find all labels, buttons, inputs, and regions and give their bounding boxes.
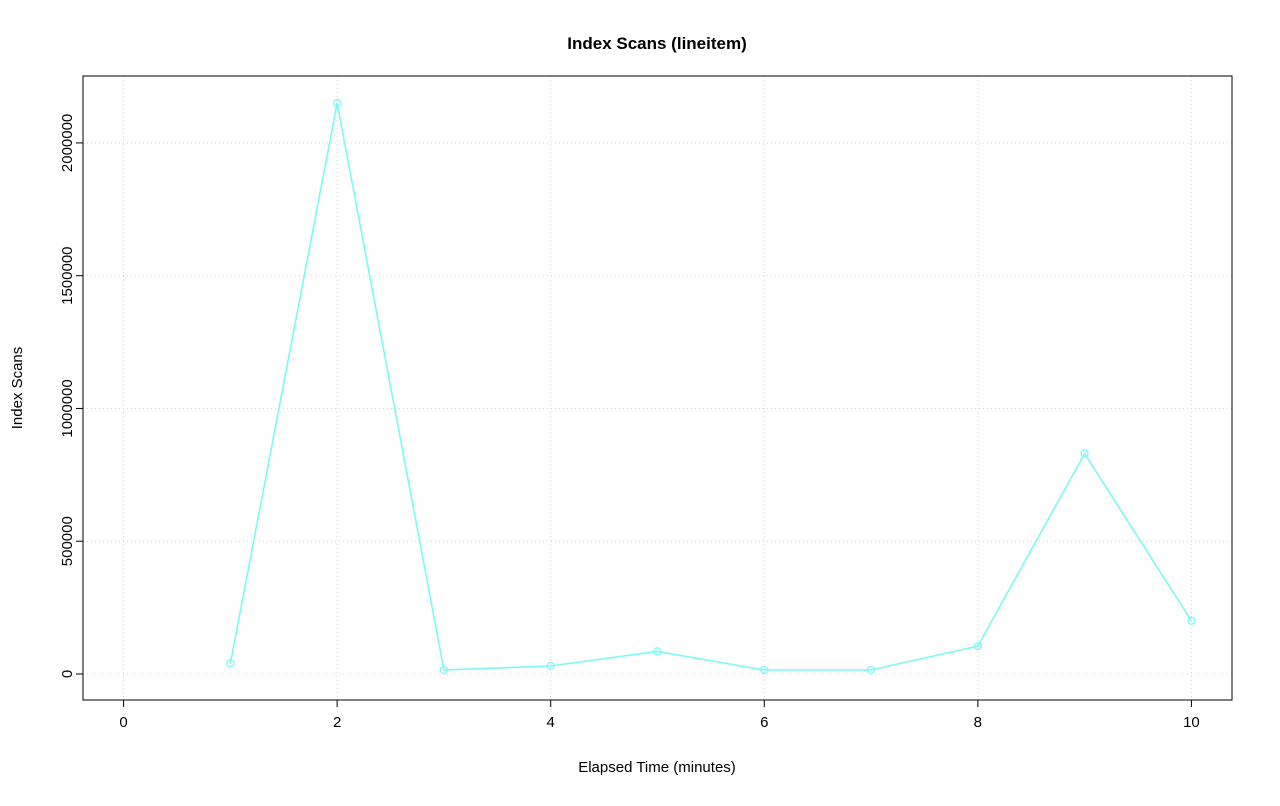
chart-title: Index Scans (lineitem) xyxy=(567,34,747,53)
data-point xyxy=(653,647,662,656)
data-line xyxy=(229,102,1193,671)
x-tick-label: 0 xyxy=(119,714,127,731)
y-tick-label: 1500000 xyxy=(59,246,76,304)
x-tick-label: 6 xyxy=(760,714,768,731)
data-point xyxy=(332,98,342,108)
data-point xyxy=(1187,616,1196,626)
x-tick-label: 10 xyxy=(1183,714,1200,731)
x-tick-label: 2 xyxy=(333,714,341,731)
data-point xyxy=(760,665,769,675)
x-axis-label: Elapsed Time (minutes) xyxy=(578,759,736,776)
data-point xyxy=(973,641,983,651)
data-point xyxy=(866,665,876,675)
y-tick-label: 2000000 xyxy=(59,114,76,172)
data-point xyxy=(546,661,555,671)
plot-box xyxy=(82,75,1233,701)
data-point xyxy=(1080,449,1089,458)
x-tick-label: 4 xyxy=(547,714,555,731)
x-tick-label: 8 xyxy=(974,714,982,731)
y-tick-label: 0 xyxy=(59,670,76,678)
data-point xyxy=(226,659,235,668)
data-point xyxy=(439,665,449,675)
y-tick-label: 1000000 xyxy=(59,379,76,437)
y-tick-label: 500000 xyxy=(59,516,76,566)
y-axis-label: Index Scans xyxy=(9,347,26,430)
